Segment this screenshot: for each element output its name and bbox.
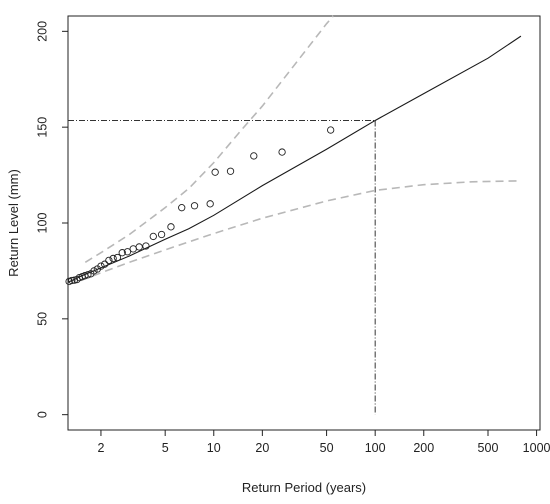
data-point [206, 200, 214, 208]
data-point [142, 242, 150, 250]
fitted-curve [67, 35, 522, 283]
x-tick-label: 200 [413, 441, 434, 455]
data-point [135, 243, 143, 251]
x-tick-label: 2 [97, 441, 104, 455]
data-point [278, 148, 286, 156]
data-point [250, 152, 258, 160]
data-point [84, 271, 92, 279]
data-point [101, 260, 109, 268]
data-point [97, 262, 105, 270]
x-tick-label: 50 [320, 441, 334, 455]
y-tick-label: 100 [35, 213, 49, 234]
y-tick-label: 200 [35, 21, 49, 42]
y-tick-label: 0 [35, 411, 49, 418]
y-tick-label: 50 [35, 312, 49, 326]
x-tick-label: 5 [162, 441, 169, 455]
data-point [129, 245, 137, 253]
data-point [190, 202, 199, 210]
x-tick-label: 20 [255, 441, 269, 455]
x-tick-label: 100 [365, 441, 386, 455]
data-point [68, 276, 76, 285]
observed-points [65, 126, 335, 286]
x-axis-title: Return Period (years) [242, 480, 366, 495]
data-point [113, 253, 122, 262]
data-point [167, 223, 175, 231]
y-tick-label: 150 [35, 117, 49, 138]
x-tick-label: 10 [207, 441, 221, 455]
data-point [105, 256, 113, 265]
data-point [109, 254, 117, 263]
reference-lines [68, 119, 376, 415]
data-point [327, 126, 335, 134]
data-point [123, 248, 132, 256]
fit-line [67, 35, 522, 283]
upper-confidence-curve [84, 15, 334, 263]
plot-frame [67, 15, 541, 431]
data-point [149, 232, 157, 241]
confidence-bands [80, 15, 521, 282]
data-point [226, 167, 235, 175]
x-tick-label: 1000 [523, 441, 550, 455]
data-point [157, 230, 166, 239]
data-point [118, 249, 126, 257]
lower-confidence-curve [80, 180, 521, 282]
y-axis-title: Return Level (mm) [6, 169, 21, 277]
data-point [211, 168, 219, 176]
y-axis: 0 50 100 150 200 [35, 21, 68, 418]
x-tick-label: 500 [478, 441, 499, 455]
x-axis: 2 5 10 20 50 100 200 500 1000 [97, 430, 550, 455]
data-point [178, 204, 186, 212]
